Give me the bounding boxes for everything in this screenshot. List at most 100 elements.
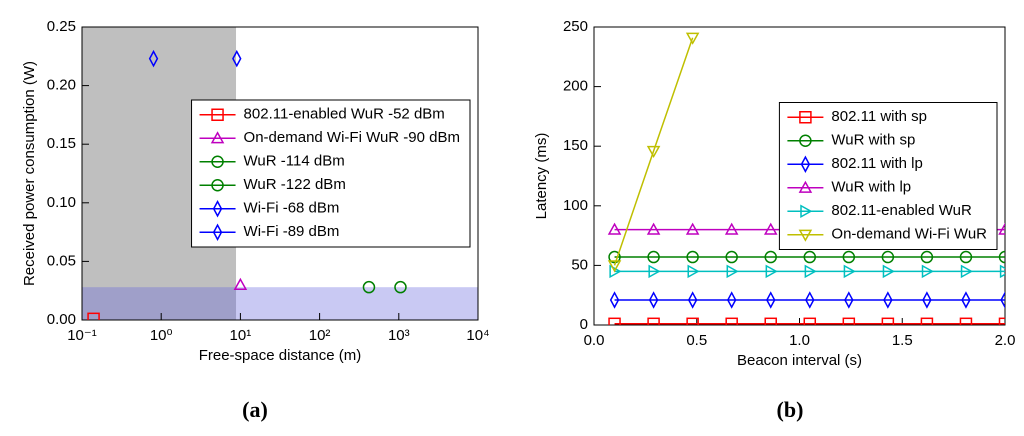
marker — [211, 155, 224, 168]
legend-label: WuR with sp — [831, 132, 915, 149]
marker — [881, 317, 895, 325]
marker — [959, 250, 973, 264]
y-tick-label: 0 — [580, 316, 588, 333]
marker — [920, 250, 934, 264]
y-tick-label: 200 — [563, 78, 588, 95]
y-tick-label: 100 — [563, 197, 588, 214]
marker — [648, 264, 661, 279]
marker — [800, 155, 811, 173]
y-tick-label: 0.25 — [47, 18, 76, 35]
marker — [148, 49, 159, 68]
caption: (a) — [242, 397, 268, 422]
marker — [799, 134, 812, 147]
marker — [685, 222, 700, 235]
legend-box — [778, 102, 998, 250]
marker — [210, 131, 225, 144]
y-tick-label: 0.00 — [47, 311, 76, 328]
y-tick-label: 0.15 — [47, 135, 76, 152]
marker — [805, 291, 815, 309]
marker — [803, 250, 817, 264]
marker — [609, 291, 620, 309]
marker — [725, 250, 738, 264]
marker — [647, 250, 660, 264]
legend-label: Wi-Fi -68 dBm — [244, 200, 340, 217]
marker — [920, 317, 934, 325]
marker — [765, 264, 778, 279]
marker — [725, 317, 738, 325]
marker — [608, 250, 621, 264]
legend-label: 802.11-enabled WuR — [831, 202, 972, 219]
marker — [803, 317, 817, 325]
marker — [646, 145, 661, 159]
marker — [646, 222, 661, 235]
y-axis-label: Received power consumption (W) — [21, 61, 38, 286]
marker — [394, 280, 407, 294]
marker — [842, 250, 856, 264]
x-tick-label: 10⁻¹ — [67, 327, 97, 344]
marker — [362, 280, 376, 294]
x-tick-label: 10⁰ — [150, 327, 173, 344]
marker — [686, 317, 699, 325]
marker — [647, 317, 660, 325]
legend-label: 802.11 with lp — [831, 155, 922, 172]
legend-box — [191, 99, 471, 248]
x-tick-label: 10³ — [388, 327, 410, 344]
x-tick-label: 0.5 — [686, 332, 707, 349]
marker — [233, 277, 248, 290]
marker — [881, 250, 895, 264]
marker — [960, 264, 973, 279]
legend-label: WuR -114 dBm — [244, 153, 345, 170]
plot-frame — [81, 26, 479, 321]
marker — [763, 222, 778, 235]
y-tick-label: 0.05 — [47, 252, 76, 269]
y-tick-label: 0.20 — [47, 77, 76, 94]
x-tick-label: 10⁴ — [466, 327, 489, 344]
legend: 802.11-enabled WuR -52 dBm On-demand Wi-F… — [191, 99, 471, 248]
x-tick-label: 10¹ — [230, 327, 252, 344]
marker — [922, 291, 932, 309]
marker — [800, 204, 813, 219]
marker — [607, 222, 622, 235]
caption: (b) — [777, 397, 804, 422]
marker — [212, 200, 223, 218]
marker — [686, 250, 699, 264]
x-tick-label: 1.0 — [789, 332, 810, 349]
series-line — [613, 37, 694, 266]
marker — [1000, 291, 1005, 309]
marker — [843, 264, 856, 279]
marker — [212, 223, 223, 241]
marker — [798, 229, 813, 242]
y-axis-label: Latency (ms) — [533, 133, 550, 220]
marker — [211, 179, 224, 192]
x-axis-label: Free-space distance (m) — [199, 347, 362, 364]
marker — [648, 291, 659, 309]
x-tick-label: 2.0 — [995, 332, 1016, 349]
marker — [687, 291, 698, 309]
marker — [607, 260, 622, 273]
marker — [882, 264, 895, 279]
marker — [959, 317, 973, 325]
marker — [842, 317, 856, 325]
marker — [999, 264, 1005, 279]
marker — [921, 264, 934, 279]
x-tick-label: 1.5 — [892, 332, 913, 349]
marker — [883, 291, 893, 309]
marker — [998, 317, 1005, 325]
shaded-region — [82, 287, 478, 320]
y-tick-label: 50 — [571, 256, 588, 273]
marker — [232, 49, 242, 68]
marker — [998, 222, 1005, 235]
marker — [685, 32, 700, 45]
marker — [764, 250, 777, 264]
marker — [844, 291, 854, 309]
marker — [961, 291, 971, 309]
marker — [724, 222, 739, 235]
marker — [798, 180, 813, 193]
legend-label: Wi-Fi -89 dBm — [244, 223, 340, 240]
y-tick-label: 250 — [563, 18, 588, 35]
marker — [804, 264, 817, 279]
x-tick-label: 10² — [309, 327, 331, 344]
marker — [764, 317, 777, 325]
legend-label: On-demand Wi-Fi WuR -90 dBm — [244, 129, 460, 146]
